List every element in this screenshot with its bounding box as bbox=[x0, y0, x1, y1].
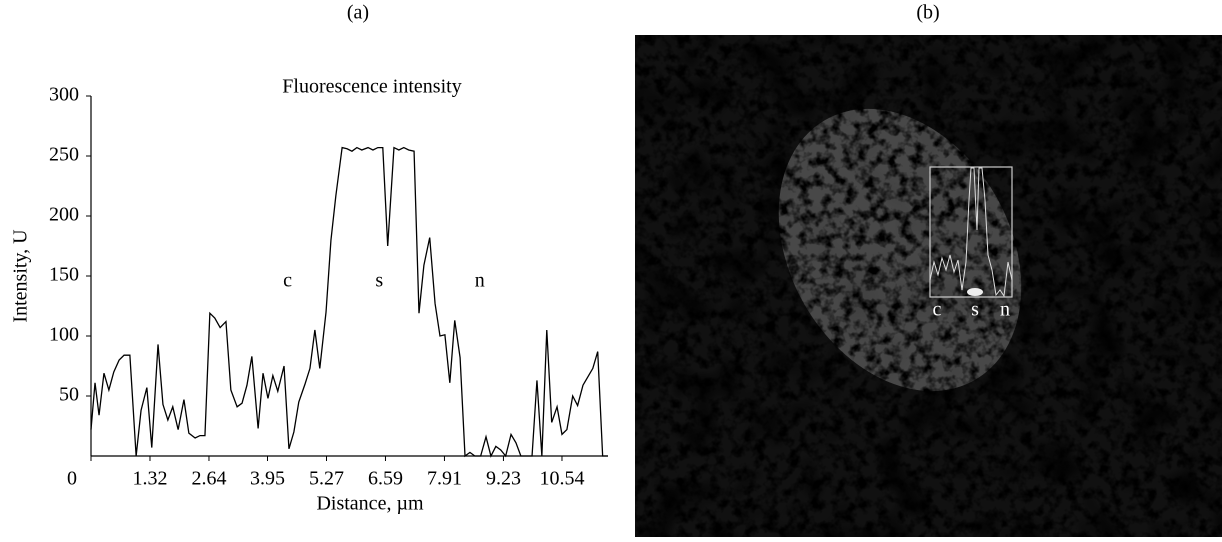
x-tick-label: 5.27 bbox=[309, 468, 344, 490]
inset-label: c bbox=[933, 299, 942, 321]
x-tick-label: 9.23 bbox=[486, 468, 521, 490]
chart-title: Fluorescence intensity bbox=[282, 76, 461, 98]
inset-frame bbox=[929, 166, 1013, 298]
inset-spot bbox=[967, 288, 983, 296]
y-tick-label: 200 bbox=[49, 204, 79, 226]
y-tick-label: 100 bbox=[49, 324, 79, 346]
x-tick-label: 2.64 bbox=[191, 468, 226, 490]
y-tick-label: 300 bbox=[49, 84, 79, 106]
panel-label: (a) bbox=[347, 2, 369, 24]
x-axis-label: Distance, µm bbox=[316, 493, 423, 515]
y-tick-label: 50 bbox=[59, 384, 79, 406]
annotation: s bbox=[375, 270, 383, 292]
micrograph bbox=[635, 35, 1222, 537]
inset-label: n bbox=[1000, 299, 1010, 321]
x-tick-label: 3.95 bbox=[250, 468, 285, 490]
panel-label: (b) bbox=[916, 2, 939, 24]
inset-label: s bbox=[971, 299, 979, 321]
x-tick-label: 10.54 bbox=[539, 468, 584, 490]
y-tick-label: 150 bbox=[49, 264, 79, 286]
x-tick-label: 7.91 bbox=[427, 468, 462, 490]
intensity-line bbox=[90, 146, 608, 458]
x-tick-label: 1.32 bbox=[132, 468, 167, 490]
x-tick-label: 6.59 bbox=[368, 468, 403, 490]
image-speckle bbox=[635, 35, 1222, 537]
y-tick-label: 250 bbox=[49, 144, 79, 166]
x-tick-label: 0 bbox=[67, 468, 77, 490]
annotation: c bbox=[283, 270, 292, 292]
inset-trace bbox=[929, 167, 1013, 298]
plot: 50 100 150 200 250 300 0 1.32 2.64 3.95 5.27 6.59 7.… bbox=[49, 84, 608, 490]
annotation: n bbox=[475, 270, 485, 292]
y-axis-label: Intensity, U bbox=[10, 229, 32, 323]
